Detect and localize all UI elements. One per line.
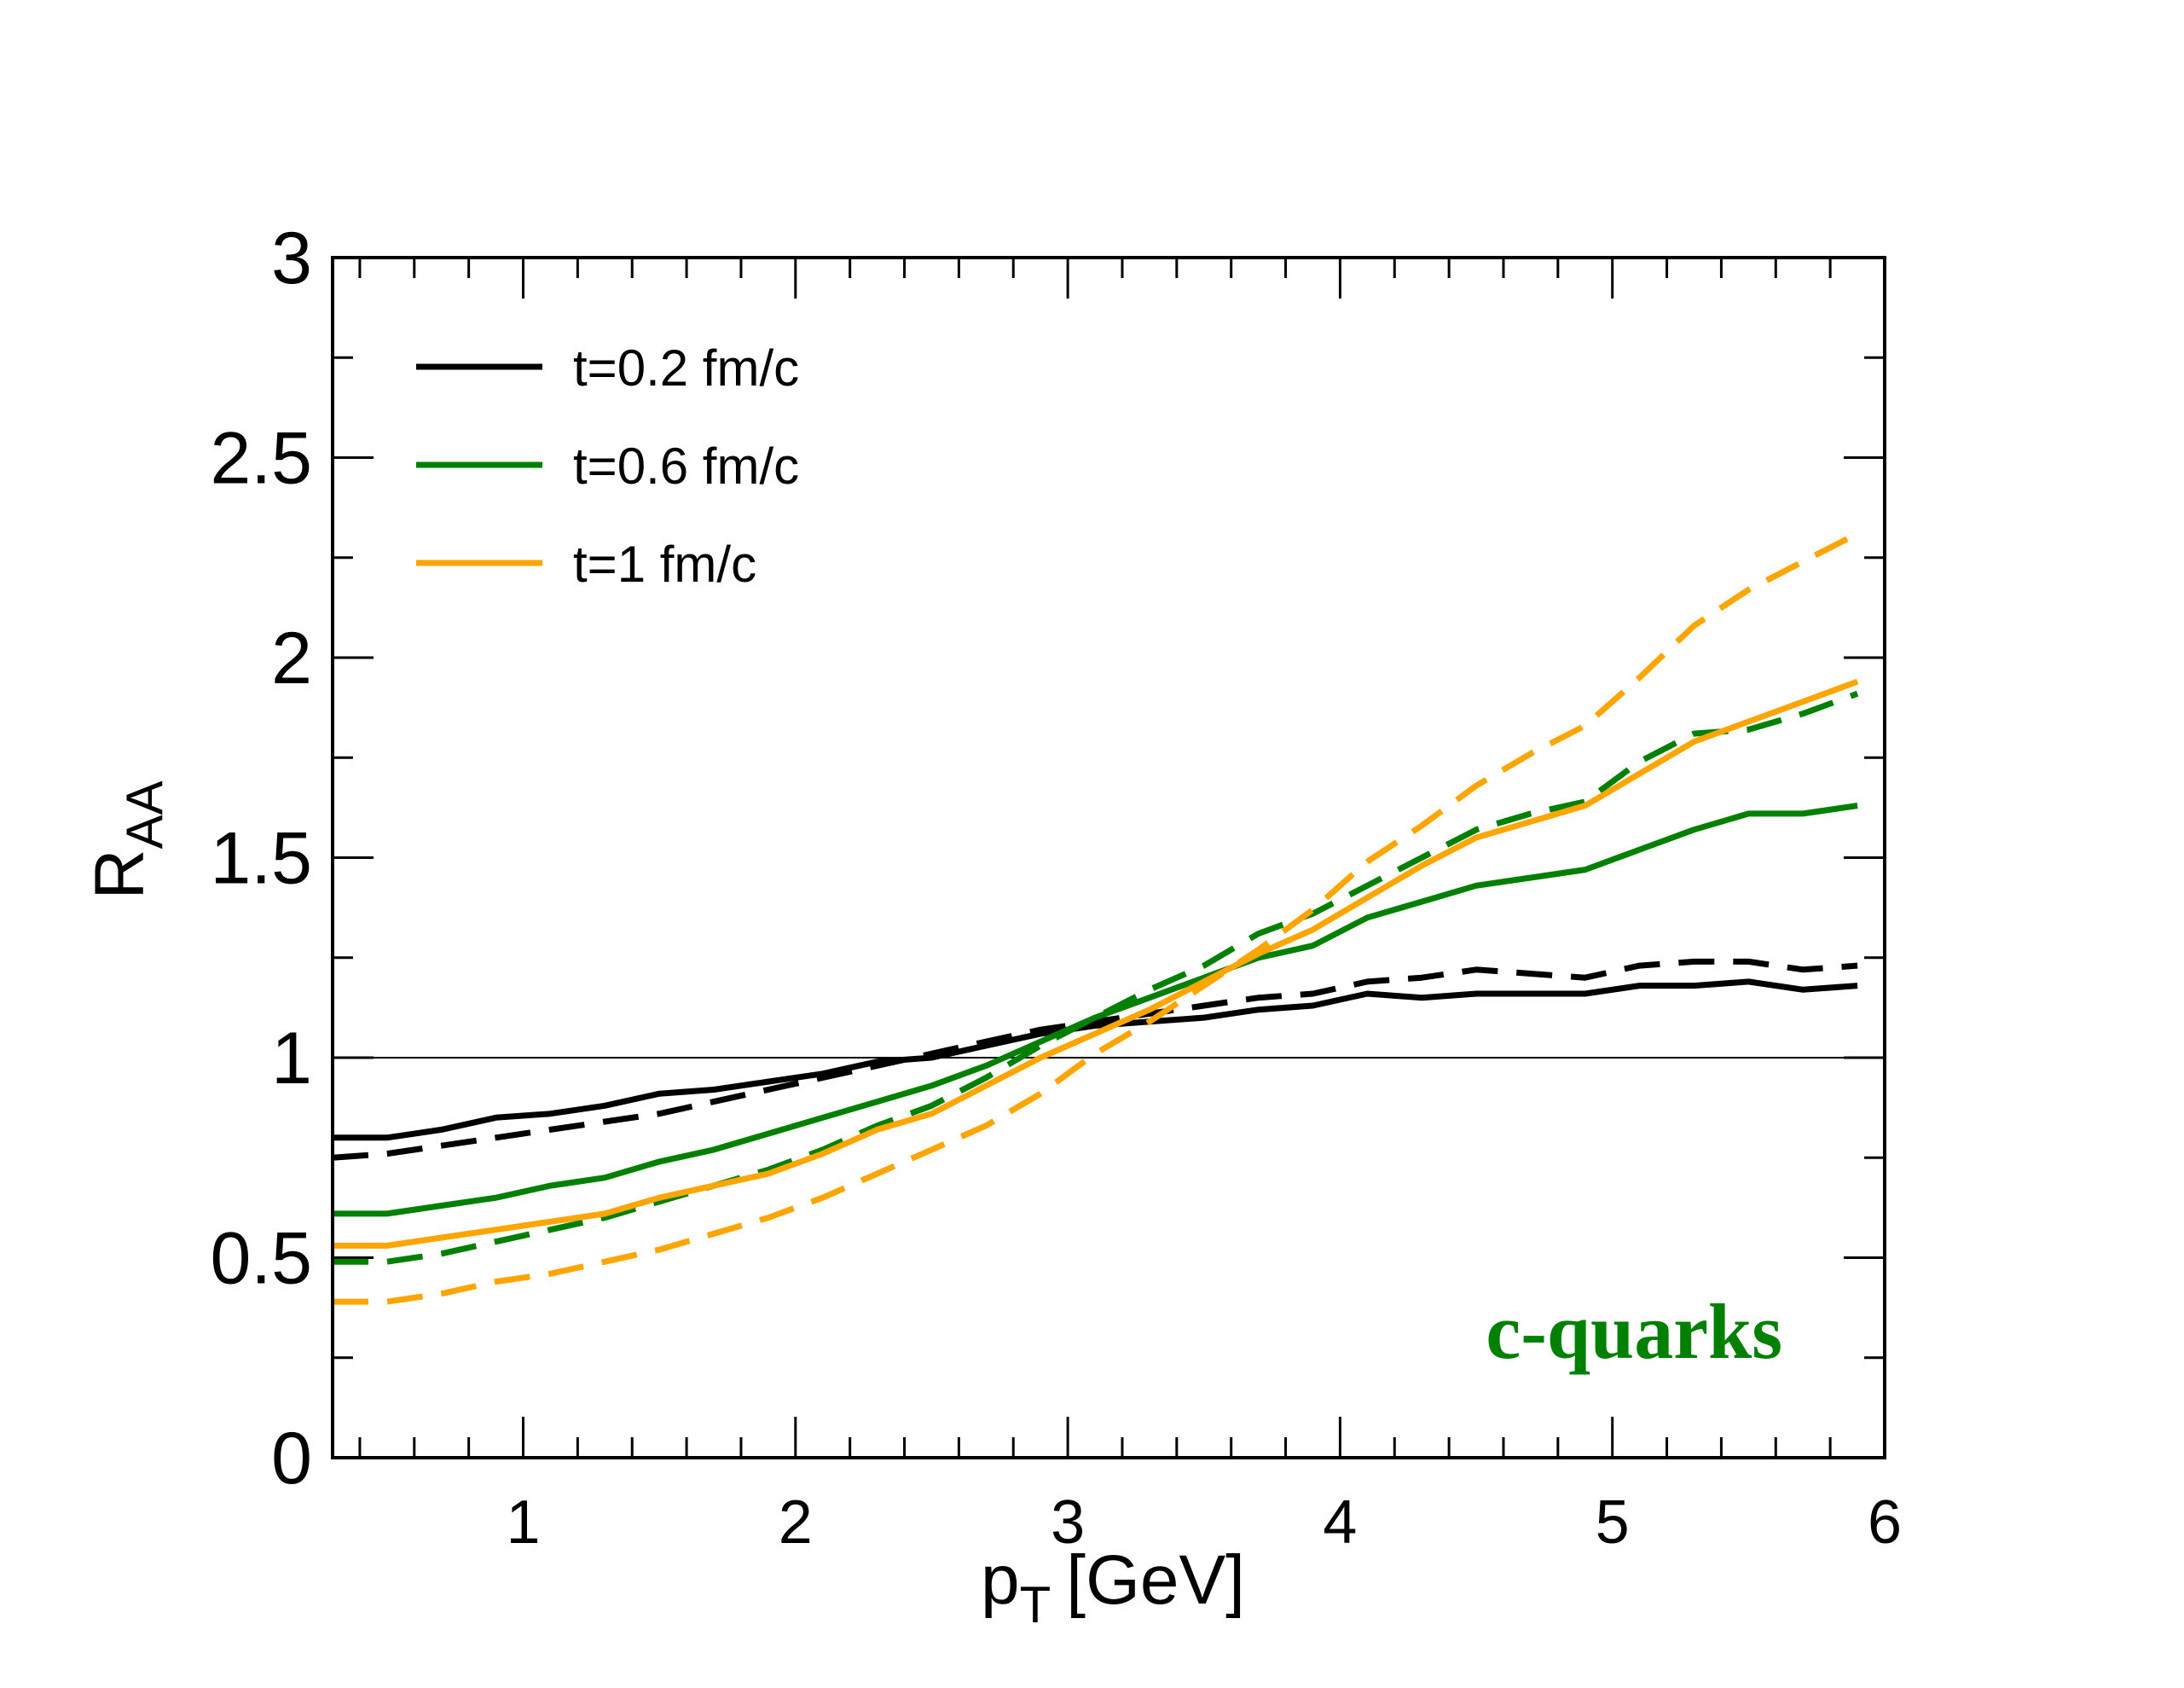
- series-line-orange-dashed: [333, 531, 1859, 1305]
- y-tick-labels: 0 0.5 1 1.5 2 2.5 3: [210, 218, 312, 1499]
- legend-label-t1: t=1 fm/c: [573, 536, 756, 593]
- y-tick-label: 3: [271, 218, 312, 299]
- y-axis-title-subscript: AA: [116, 780, 173, 849]
- data-series: [332, 531, 1859, 1305]
- x-axis-title: pT [GeV]: [981, 1541, 1245, 1633]
- y-tick-label: 2.5: [210, 418, 312, 500]
- plot-frame: [331, 256, 1886, 1459]
- x-axis-title-unit: [GeV]: [1066, 1541, 1245, 1619]
- legend-label-t06: t=0.6 fm/c: [573, 438, 799, 495]
- x-tick-labels: 1 2 3 4 5 6: [506, 1488, 1902, 1557]
- x-tick-label: 6: [1868, 1488, 1902, 1557]
- x-tick-label: 3: [1051, 1488, 1085, 1557]
- x-tick-label: 5: [1596, 1488, 1630, 1557]
- y-tick-label: 0.5: [210, 1218, 312, 1300]
- legend: t=0.2 fm/c t=0.6 fm/c t=1 fm/c: [416, 339, 799, 593]
- x-tick-label: 2: [779, 1488, 813, 1557]
- x-axis-title-main: p: [981, 1541, 1020, 1619]
- y-tick-label: 1.5: [210, 818, 312, 900]
- y-axis-title-main: R: [81, 849, 159, 899]
- x-tick-label: 4: [1323, 1488, 1357, 1557]
- y-tick-label: 0: [271, 1418, 312, 1499]
- y-axis-title: RAA: [81, 780, 173, 899]
- minor-ticks: [333, 258, 1885, 1458]
- x-axis-title-subscript: T: [1020, 1576, 1051, 1633]
- series-line-green-solid: [333, 803, 1858, 1217]
- y-tick-label: 2: [271, 618, 312, 699]
- x-tick-label: 1: [506, 1488, 540, 1557]
- y-tick-label: 1: [271, 1018, 312, 1099]
- series-line-green-dashed: [333, 690, 1859, 1265]
- c-quarks-annotation: c-quarks: [1486, 1288, 1782, 1375]
- series-line-black-dashed: [332, 958, 1858, 1161]
- legend-label-t02: t=0.2 fm/c: [573, 339, 799, 397]
- series-line-orange-solid: [333, 678, 1859, 1249]
- series-line-black-solid: [333, 978, 1858, 1141]
